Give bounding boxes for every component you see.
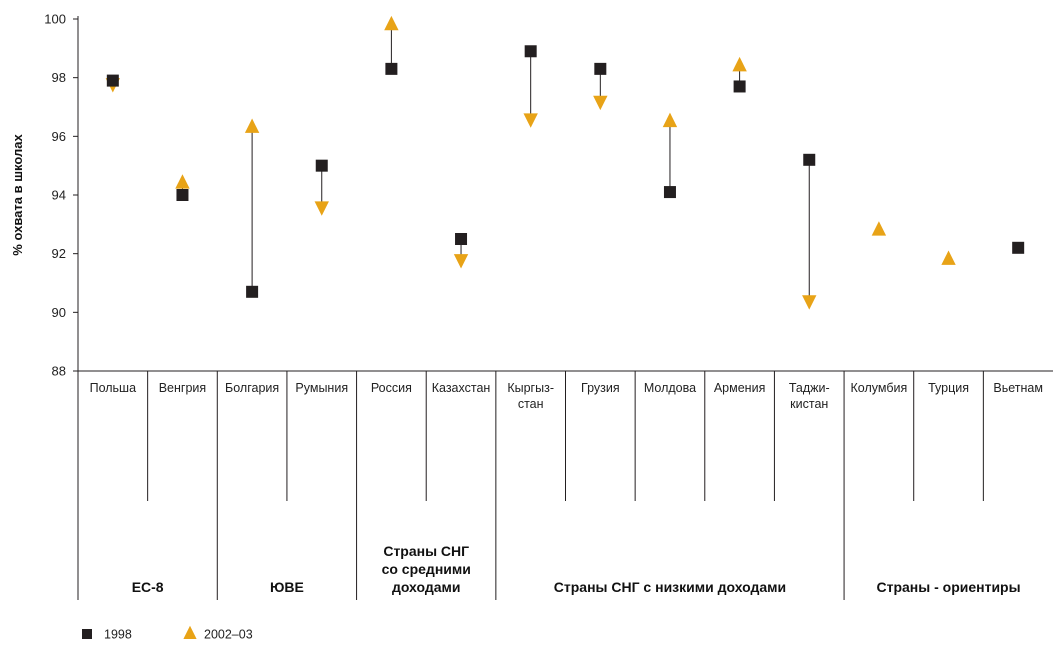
point-2002-03 [941,250,956,265]
legend-swatch-2002-03 [183,625,197,639]
point-2002-03 [314,201,329,216]
point-1998 [594,62,607,75]
legend-label-1998: 1998 [104,628,132,642]
point-2002-03 [175,174,190,189]
group-label: ЕС-8 [132,579,164,595]
point-2002-03 [732,56,747,72]
category-label: Армения [714,381,766,395]
point-1998 [524,45,537,58]
point-1998 [455,233,468,245]
legend-label-2002-03: 2002–03 [204,628,253,642]
category-label: Венгрия [159,381,206,395]
group-label: ЮВЕ [270,579,304,595]
group-label: Страны СНГ с низкими доходами [554,579,786,595]
category-label: Кыргыз-стан [507,381,554,411]
point-2002-03 [523,113,538,128]
category-label: Румыния [295,381,348,395]
y-tick-label: 90 [52,305,66,320]
point-1998 [246,285,259,298]
group-label: Страны - ориентиры [876,579,1020,595]
point-1998 [663,186,676,199]
group-label: Страны СНГ со средними доходами [382,543,471,595]
category-label: Польша [90,381,136,395]
point-2002-03 [871,221,887,236]
y-tick-label: 92 [52,246,66,261]
category-label: Россия [371,381,412,395]
category-label: Грузия [581,381,620,395]
category-label: Турция [928,381,969,395]
point-1998 [106,74,119,87]
point-1998 [1012,241,1025,254]
y-tick-label: 88 [52,364,66,379]
point-1998 [803,153,816,166]
point-1998 [385,62,398,75]
point-2002-03 [244,118,260,133]
y-tick-label: 96 [52,129,66,144]
point-2002-03 [593,95,608,111]
point-2002-03 [384,15,399,31]
y-tick-label: 94 [52,188,66,203]
category-label: Таджи-кистан [789,381,830,411]
category-label: Казахстан [432,381,491,395]
category-label: Колумбия [851,381,908,395]
y-axis-title: % охвата в школах [10,134,25,256]
category-label: Вьетнам [993,381,1043,395]
point-1998 [733,80,746,93]
y-tick-label: 100 [44,12,66,27]
y-tick-label: 98 [52,70,66,85]
point-1998 [176,189,189,201]
legend-swatch-1998 [82,629,92,639]
point-2002-03 [802,295,817,310]
point-2002-03 [453,254,469,269]
category-label: Болгария [225,381,279,395]
point-2002-03 [662,112,678,128]
point-1998 [315,159,328,172]
category-label: Молдова [644,381,696,395]
